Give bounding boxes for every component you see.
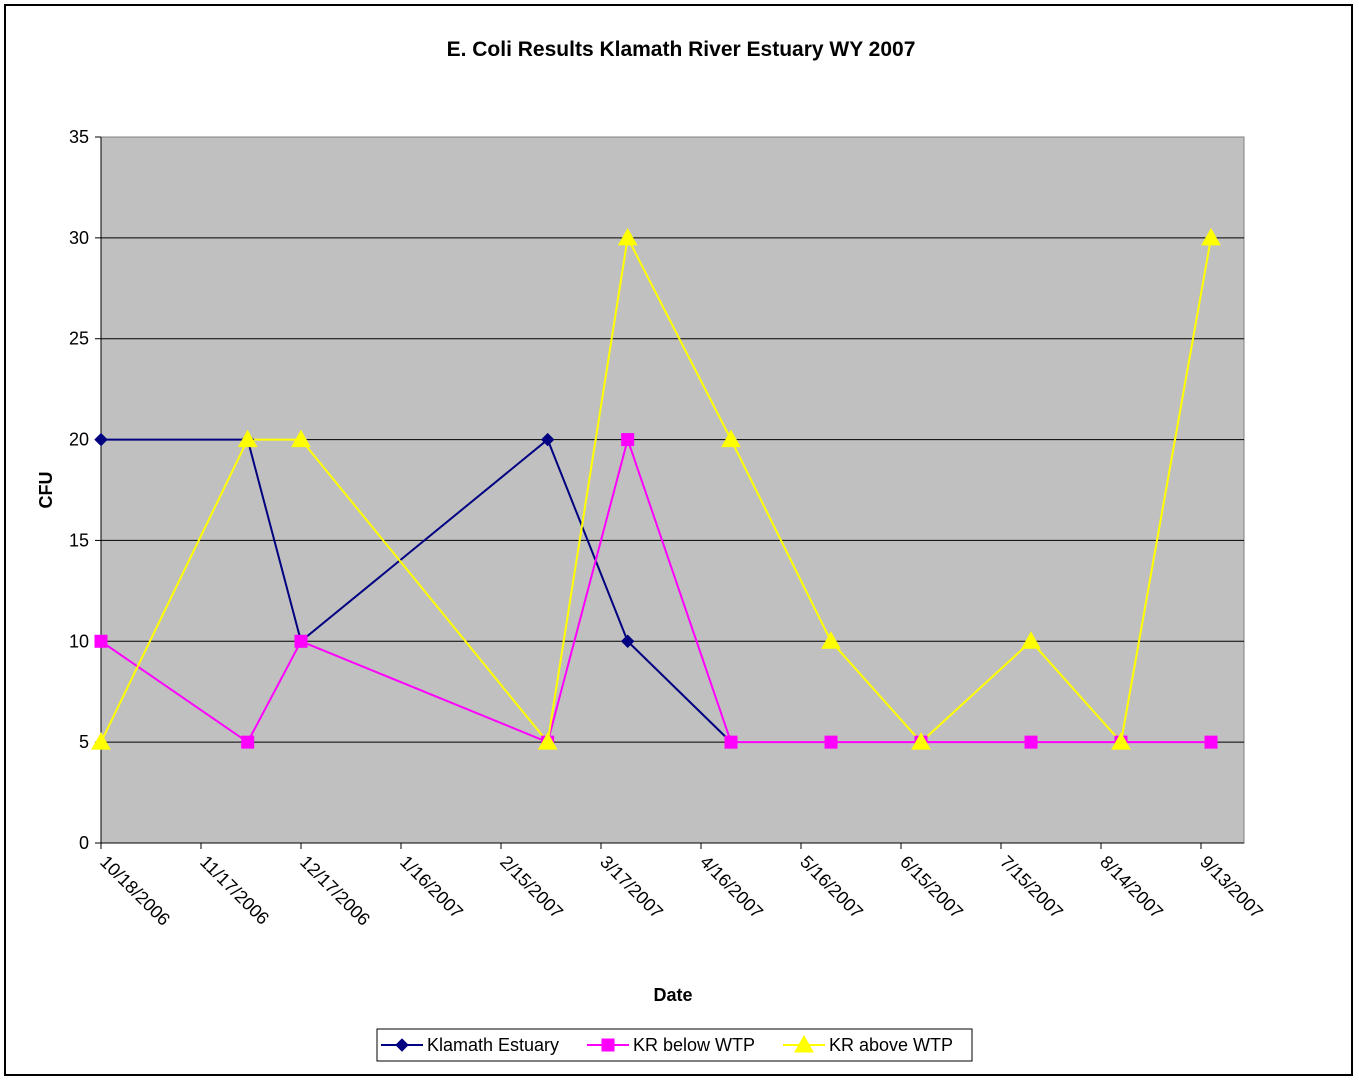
x-axis-title: Date [653,985,692,1005]
y-axis-title: CFU [36,472,56,509]
x-tick-label-1: 11/17/2006 [196,852,273,929]
y-tick-label-30: 30 [69,228,89,248]
x-tick-label-5: 3/17/2007 [596,852,667,923]
y-tick-label-35: 35 [69,127,89,147]
series-1-point-4 [540,432,555,447]
series-2-point-11 [1204,735,1218,749]
series-1-point-5 [620,634,635,648]
series-2-point-3 [294,634,308,648]
series-3-point-8 [911,732,931,750]
series-3-point-6 [721,429,741,448]
series-2-point-1 [94,634,108,648]
series-3-point-5 [617,227,638,246]
x-tick-label-3: 1/16/2007 [396,852,467,923]
series-3-point-3 [291,429,311,448]
series-2-point-9 [1024,735,1038,749]
legend-label-1: Klamath Estuary [427,1035,559,1055]
legend-item-2: KR below WTP [587,1035,755,1055]
legend-marker-3 [794,1034,814,1053]
series-layer [91,227,1221,750]
series-2-point-5 [621,433,635,447]
legend-label-3: KR above WTP [829,1035,953,1055]
x-tick-label-4: 2/15/2007 [496,852,567,923]
series-3-point-1 [91,732,111,750]
series-3-point-10 [1111,732,1131,750]
x-tick-label-2: 12/17/2006 [296,852,374,930]
chart-title: E. Coli Results Klamath River Estuary WY… [447,38,916,61]
series-3-point-9 [1021,631,1041,649]
series-2-point-6 [724,735,738,749]
y-tick-label-15: 15 [69,530,89,550]
y-tick-label-10: 10 [69,631,89,651]
series-1-point-1 [94,432,108,447]
series-3-markers [91,227,1221,750]
y-tick-label-5: 5 [79,732,89,752]
legend-box [376,1028,973,1062]
x-tick-label-6: 4/16/2007 [696,852,767,923]
legend-marker-2 [601,1038,615,1052]
y-tick-labels: 0 5 10 15 20 25 30 35 [69,127,89,853]
series-3-point-4 [537,732,558,750]
x-tick-labels: 10/18/2006 11/17/2006 12/17/2006 1/16/2007 2… [96,852,1267,930]
plot-area [100,136,1245,844]
x-tick-label-10: 8/14/2007 [1096,852,1167,923]
legend-marker-1 [395,1038,409,1052]
series-1-line-group [101,437,732,743]
y-tick-label-20: 20 [69,430,89,450]
series-3-point-2 [237,429,258,448]
series-3-point-7 [821,631,841,649]
y-tick-label-25: 25 [69,329,89,349]
legend-item-1: Klamath Estuary [381,1035,559,1055]
x-tick-label-0: 10/18/2006 [96,852,174,930]
series-2-point-7 [824,735,838,749]
y-tick-label-0: 0 [79,833,89,853]
series-3-point-11 [1201,227,1221,246]
series-2-point-2 [241,735,255,749]
x-tick-label-9: 7/15/2007 [996,852,1067,923]
x-tick-label-11: 9/13/2007 [1196,852,1267,923]
legend-item-3: KR above WTP [783,1034,953,1055]
series-line-1 [101,437,732,743]
legend-label-2: KR below WTP [633,1035,755,1055]
x-tick-label-8: 6/15/2007 [896,852,967,923]
legend: Klamath Estuary KR below WTP KR above WTP [376,1028,973,1062]
x-tick-label-7: 5/16/2007 [796,852,867,923]
